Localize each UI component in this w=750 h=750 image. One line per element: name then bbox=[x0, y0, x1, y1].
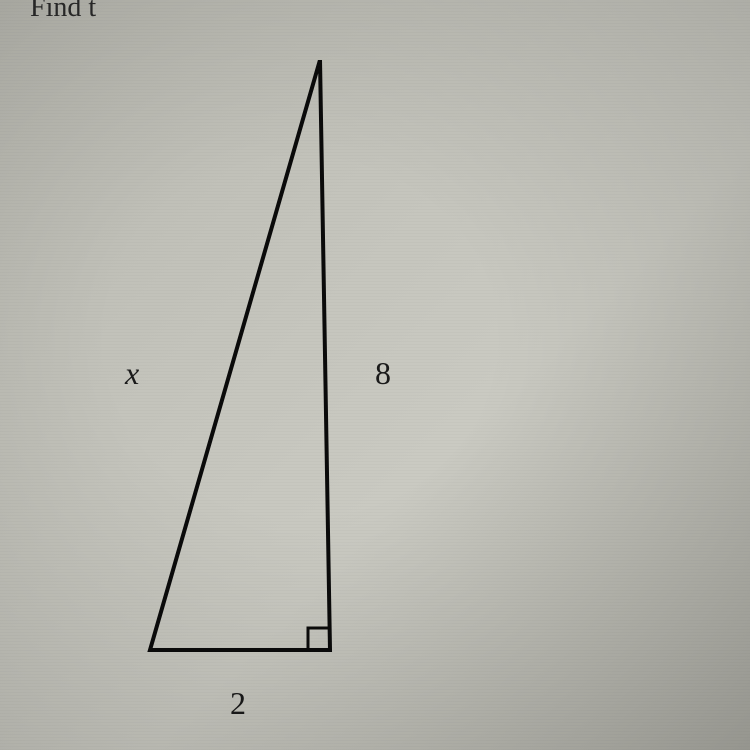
right-angle-marker bbox=[308, 628, 330, 650]
partial-header-text: Find t bbox=[30, 0, 96, 24]
label-right-side: 8 bbox=[375, 355, 391, 392]
label-bottom: 2 bbox=[230, 685, 246, 722]
triangle-diagram: x 8 2 bbox=[130, 60, 450, 685]
triangle-svg bbox=[130, 60, 450, 680]
triangle-shape bbox=[150, 60, 330, 650]
label-hypotenuse: x bbox=[125, 355, 139, 392]
